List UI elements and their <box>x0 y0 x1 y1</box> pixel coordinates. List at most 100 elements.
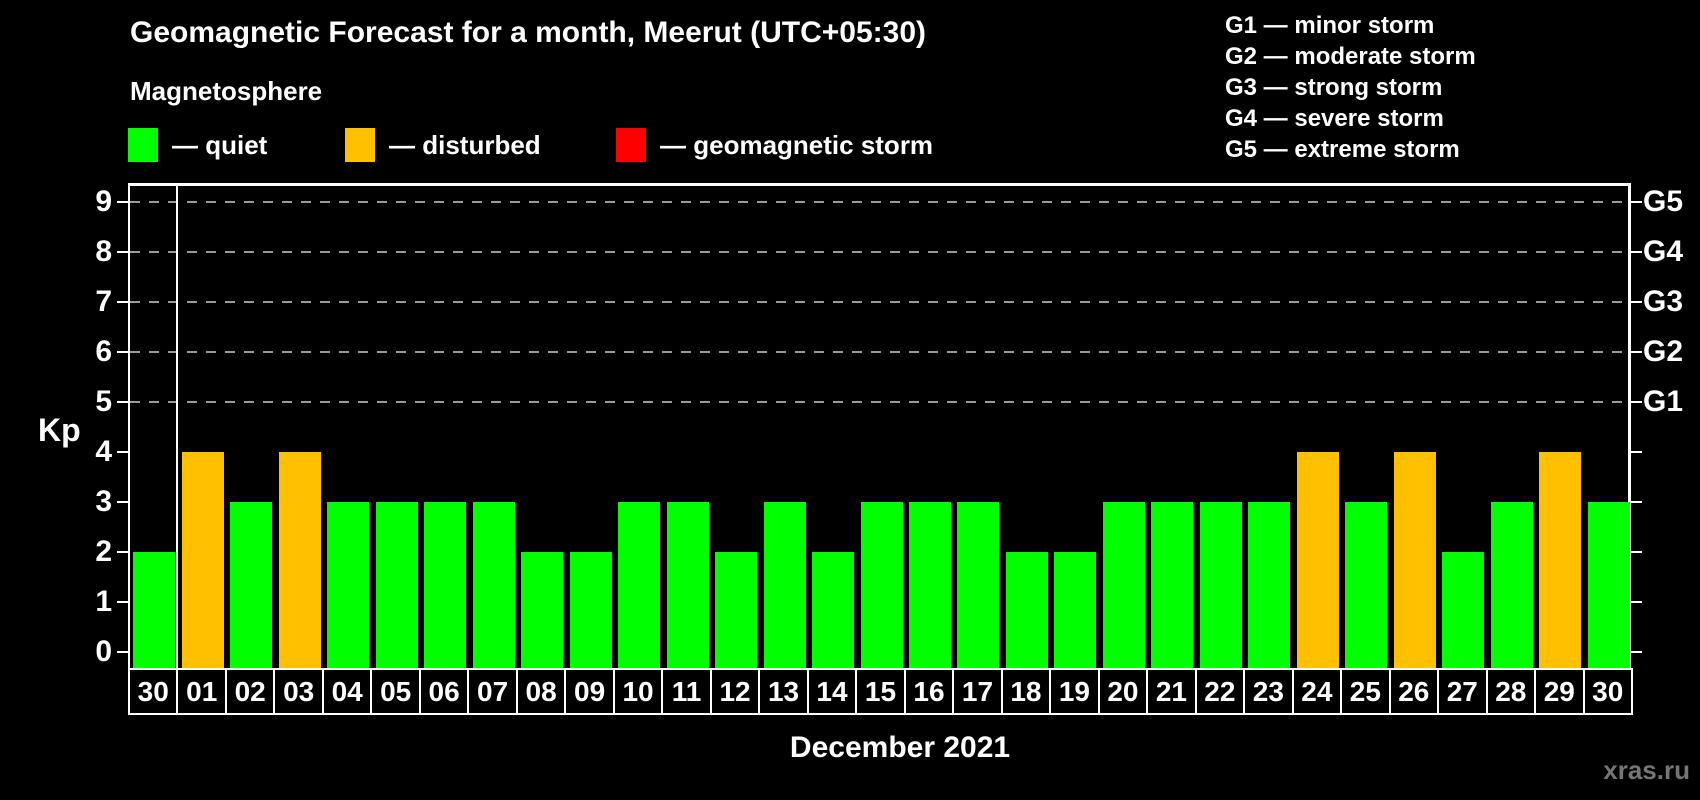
date-cell-11: 11 <box>661 668 712 715</box>
month-separator-line <box>176 183 179 668</box>
y-axis-tick-label: 6 <box>95 335 112 368</box>
date-cell-24: 24 <box>1291 668 1343 715</box>
legend-label: — disturbed <box>389 129 541 160</box>
g-scale-label-g5: G5 <box>1643 185 1684 218</box>
storm-scale-line-g1: G1 — minor storm <box>1225 12 1435 39</box>
kp-bar-day-20 <box>1102 502 1145 668</box>
right-axis-tick <box>1631 501 1642 503</box>
plot-area <box>128 183 1631 668</box>
right-axis-tick <box>1631 301 1642 303</box>
date-cell-05: 05 <box>370 668 421 715</box>
kp-bar-day-22 <box>1199 502 1242 668</box>
kp-bar-day-30 <box>133 552 176 668</box>
date-cell-25: 25 <box>1340 668 1391 715</box>
date-cell-20: 20 <box>1097 668 1149 715</box>
y-axis-tick-label: 4 <box>95 435 112 468</box>
date-cell-09: 09 <box>564 668 615 715</box>
kp-bar-day-17 <box>957 502 1000 668</box>
legend-label: — quiet <box>172 129 268 160</box>
date-cell-17: 17 <box>952 668 1003 715</box>
y-axis-tick-label: 9 <box>95 185 112 218</box>
disturbed-swatch-icon <box>345 128 375 162</box>
storm-scale-line-g2: G2 — moderate storm <box>1225 43 1476 70</box>
date-cell-15: 15 <box>855 668 906 715</box>
y-axis-tick-label: 5 <box>95 385 112 418</box>
y-axis-tick <box>117 251 128 253</box>
storm-scale-line-g3: G3 — strong storm <box>1225 74 1443 101</box>
date-cell-19: 19 <box>1049 668 1100 715</box>
gridline-kp7 <box>130 301 1630 303</box>
date-cell-03: 03 <box>273 668 324 715</box>
date-cell-08: 08 <box>515 668 567 715</box>
kp-bar-day-02 <box>230 502 273 668</box>
kp-bar-day-16 <box>908 502 951 668</box>
kp-bar-day-12 <box>715 552 758 668</box>
date-cell-10: 10 <box>612 668 664 715</box>
y-axis-tick <box>117 501 128 503</box>
kp-bar-day-03 <box>278 452 321 668</box>
gridline-kp9 <box>130 201 1630 203</box>
storm-scale-line-g4: G4 — severe storm <box>1225 105 1444 132</box>
kp-bar-day-09 <box>569 552 612 668</box>
right-axis-tick <box>1631 551 1642 553</box>
y-axis-tick-label: 1 <box>95 585 112 618</box>
date-cell-22: 22 <box>1194 668 1246 715</box>
date-cell-16: 16 <box>903 668 955 715</box>
legend-item-disturbed: — disturbed <box>345 128 541 162</box>
kp-bar-day-25 <box>1345 502 1388 668</box>
kp-bar-day-14 <box>812 552 855 668</box>
y-axis-title: Kp <box>38 412 81 448</box>
right-axis-tick <box>1631 351 1642 353</box>
kp-bar-day-27 <box>1442 552 1485 668</box>
date-cell-30: 30 <box>128 668 179 715</box>
kp-bar-day-28 <box>1490 502 1533 668</box>
y-axis-tick <box>117 351 128 353</box>
right-axis-tick <box>1631 651 1642 653</box>
y-axis-tick <box>117 401 128 403</box>
watermark: xras.ru <box>1603 755 1690 785</box>
date-cell-29: 29 <box>1534 668 1585 715</box>
kp-bar-day-30 <box>1587 502 1630 668</box>
date-cell-07: 07 <box>467 668 518 715</box>
storm-swatch-icon <box>616 128 646 162</box>
date-cell-06: 06 <box>418 668 470 715</box>
x-axis-title: December 2021 <box>789 731 1011 764</box>
kp-bar-day-04 <box>327 502 370 668</box>
date-cell-27: 27 <box>1437 668 1488 715</box>
date-cell-21: 21 <box>1146 668 1197 715</box>
date-cell-02: 02 <box>224 668 276 715</box>
y-axis-tick <box>117 201 128 203</box>
gridline-kp5 <box>130 401 1630 403</box>
y-axis-tick-label: 8 <box>95 235 112 268</box>
date-cell-14: 14 <box>806 668 858 715</box>
right-axis-tick <box>1631 601 1642 603</box>
g-scale-label-g1: G1 <box>1643 385 1684 418</box>
y-axis-tick-label: 2 <box>95 535 112 568</box>
kp-bar-day-08 <box>521 552 564 668</box>
kp-bar-day-21 <box>1151 502 1194 668</box>
kp-bar-day-01 <box>181 452 224 668</box>
page-title: Geomagnetic Forecast for a month, Meerut… <box>130 16 926 49</box>
storm-scale-legend: G1 — minor storm G2 — moderate storm G3 — … <box>1225 10 1476 165</box>
kp-bar-day-11 <box>666 502 709 668</box>
kp-bar-day-07 <box>472 502 515 668</box>
legend-label: — geomagnetic storm <box>660 129 934 160</box>
gridline-kp6 <box>130 351 1630 353</box>
y-axis-tick <box>117 301 128 303</box>
right-axis-tick <box>1631 451 1642 453</box>
date-cell-12: 12 <box>709 668 761 715</box>
right-axis-tick <box>1631 401 1642 403</box>
kp-bar-day-29 <box>1539 452 1582 668</box>
date-cell-30: 30 <box>1582 668 1633 715</box>
y-axis-tick-label: 7 <box>95 285 112 318</box>
date-cell-28: 28 <box>1485 668 1537 715</box>
kp-bar-day-10 <box>618 502 661 668</box>
right-axis-tick <box>1631 251 1642 253</box>
kp-bar-day-13 <box>763 502 806 668</box>
y-axis-tick <box>117 551 128 553</box>
date-cell-01: 01 <box>176 668 227 715</box>
g-scale-label-g3: G3 <box>1643 285 1684 318</box>
right-axis-tick <box>1631 201 1642 203</box>
date-cell-04: 04 <box>321 668 373 715</box>
